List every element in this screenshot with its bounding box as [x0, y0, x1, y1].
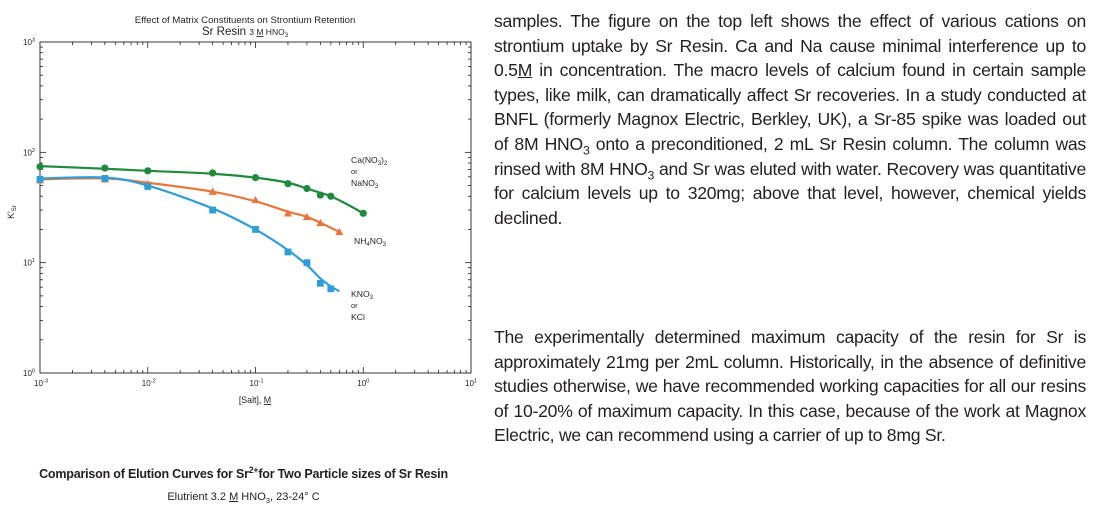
fit-curve-line — [39, 177, 340, 233]
legend-label-ca-na: Ca(NO3)2 or NaNO3 — [351, 155, 390, 190]
data-point-circle — [303, 184, 311, 193]
legend-label-nh4: NH4NO3 — [354, 236, 387, 248]
data-point-square — [327, 285, 335, 293]
axis-ticks — [40, 42, 471, 373]
elution-figure-subcaption: Elutrient 3.2 M HNO3, 23-24° C — [167, 491, 320, 506]
charge-superscript: 2+ — [248, 464, 259, 475]
chart-title: Effect of Matrix Constituents on Stronti… — [135, 15, 356, 26]
x-axis-label: [Salt], M — [239, 395, 271, 405]
legend-label-k: KNO3 or KCl — [351, 289, 375, 322]
x-tick-label: 10-3 — [34, 379, 48, 389]
y-tick-label: 100 — [23, 369, 35, 379]
para1-text-a: samples. The figure on the top left show… — [494, 11, 1086, 81]
data-point-square — [252, 226, 259, 233]
body-paragraph-2: The experimentally determined maximum ca… — [494, 327, 1086, 446]
data-point-circle — [36, 163, 44, 171]
data-point-circle — [284, 180, 292, 188]
data-points — [36, 163, 367, 293]
data-point-square — [284, 248, 292, 256]
data-point-square — [144, 183, 152, 190]
para1-text-d: and Sr was eluted with water. Recovery w… — [494, 158, 1086, 228]
data-point-circle — [144, 167, 152, 175]
y-tick-label: 101 — [23, 258, 35, 268]
y-tick-labels: 100 101 102 103 — [23, 38, 35, 379]
x-tick-label: 101 — [465, 379, 477, 389]
data-point-triangle — [283, 209, 292, 217]
data-point-square — [209, 206, 217, 214]
para1-text-b: in concentration. The macro levels of ca… — [494, 60, 1086, 154]
para1-subscript: 3 — [647, 168, 655, 183]
data-point-triangle — [316, 218, 325, 226]
fit-curves — [39, 165, 364, 293]
data-point-triangle — [302, 212, 311, 221]
data-point-triangle — [251, 195, 260, 204]
para1-molar-unit: M — [517, 60, 533, 81]
x-tick-labels: 10-3 10-2 10-1 100 101 — [34, 379, 477, 389]
data-point-circle — [251, 174, 260, 182]
x-tick-label: 100 — [357, 379, 369, 389]
data-point-square — [36, 175, 44, 183]
data-point-square — [316, 279, 324, 287]
para1-subscript: 3 — [582, 143, 590, 158]
elution-figure-caption: Comparison of Elution Curves for Sr2+for… — [39, 464, 448, 481]
data-point-square — [303, 259, 311, 267]
para1-text-c: onto a preconditioned, 2 mL Sr Resin col… — [494, 133, 1086, 179]
y-tick-label: 103 — [23, 38, 35, 48]
strontium-retention-chart: Effect of Matrix Constituents on Stronti… — [6, 15, 477, 405]
plot-frame — [39, 41, 472, 374]
data-point-circle — [327, 192, 335, 200]
y-tick-label: 102 — [23, 148, 35, 158]
fit-curve-line — [39, 176, 340, 293]
data-point-circle — [359, 209, 367, 217]
body-paragraph-1: samples. The figure on the top left show… — [494, 9, 1086, 230]
data-point-square — [101, 175, 109, 182]
data-point-triangle — [335, 227, 344, 236]
data-point-triangle — [208, 187, 217, 195]
x-tick-label: 10-1 — [250, 379, 264, 389]
data-point-circle — [316, 191, 324, 199]
chart-subtitle: Sr Resin 3 M HNO3 — [202, 26, 289, 39]
data-point-circle — [209, 169, 217, 177]
data-point-circle — [101, 164, 109, 172]
y-axis-label: K'Sr — [6, 205, 18, 219]
x-tick-label: 10-2 — [142, 379, 156, 389]
